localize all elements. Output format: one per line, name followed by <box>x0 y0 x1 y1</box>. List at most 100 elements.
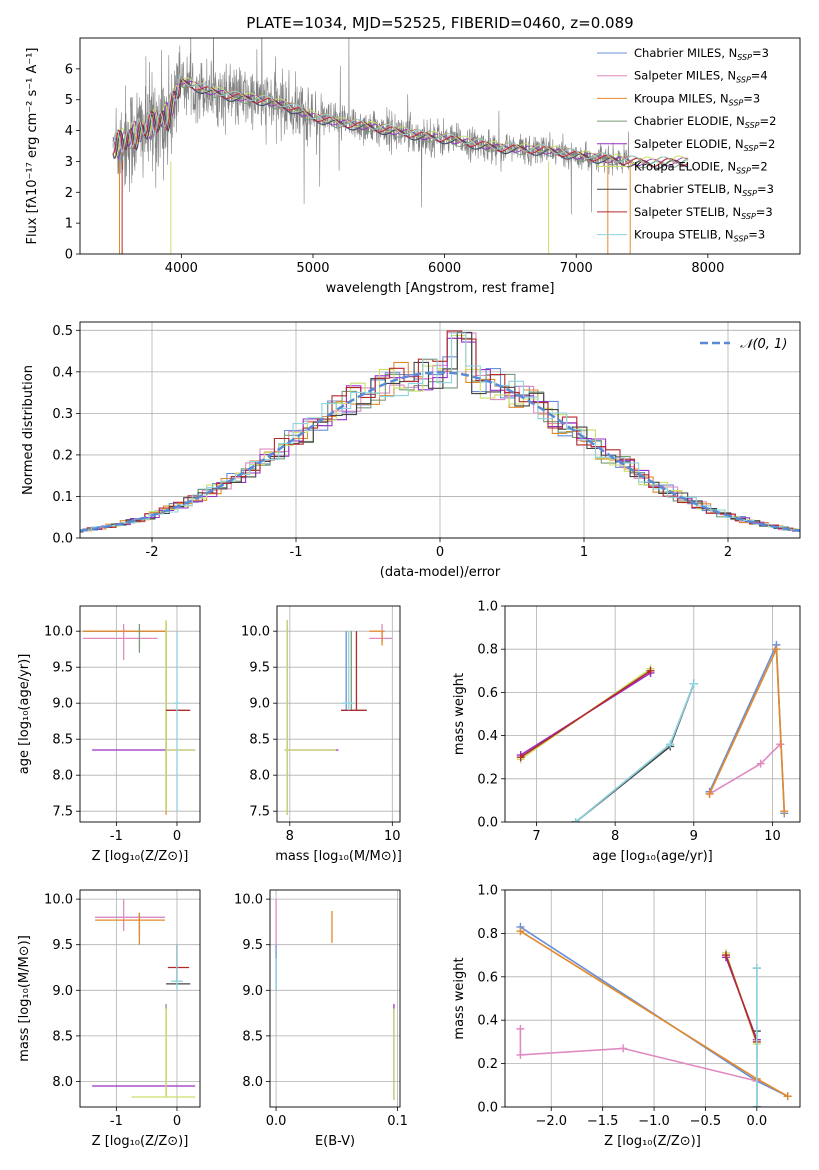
y-tick-label: 0.3 <box>52 407 73 422</box>
y-tick-label: 9.0 <box>249 697 270 712</box>
legend-sub: SSP <box>744 144 759 153</box>
model-spectrum-8 <box>112 73 689 165</box>
y-axis-label: Normed distribution <box>21 365 36 495</box>
weight-line <box>575 683 695 822</box>
x-tick-label: 0.0 <box>266 1114 287 1129</box>
model-spectrum-7 <box>112 76 689 168</box>
spectrum-legend: Chabrier MILES, NSSP=3 Salpeter MILES, NS… <box>597 46 776 244</box>
y-tick-label: 0.2 <box>477 772 498 787</box>
y-tick-label: 8.0 <box>52 769 73 784</box>
y-tick-label: 8.5 <box>52 733 73 748</box>
x-tick-label: 0.1 <box>387 1114 408 1129</box>
x-axis-label: Z [log₁₀(Z/Z⊙)] <box>604 1134 701 1149</box>
legend-label: Salpeter MILES, NSSP=4 <box>634 69 768 85</box>
x-axis-label: Z [log₁₀(Z/Z⊙)] <box>92 849 189 864</box>
plot-frame <box>504 889 801 1108</box>
x-tick-label: -1 <box>110 1114 123 1129</box>
y-tick-label: 0.0 <box>52 532 73 547</box>
plot-frame <box>79 889 201 1108</box>
y-tick-label: 0.0 <box>477 1101 498 1116</box>
legend-sub: SSP <box>737 53 752 62</box>
x-axis-label: mass [log₁₀(M/M⊙)] <box>275 849 402 864</box>
legend-suffix: =3 <box>757 182 774 196</box>
plus-marker <box>689 679 698 688</box>
legend-sub: SSP <box>741 212 756 221</box>
x-tick-label: 0.0 <box>746 1114 767 1129</box>
y-tick-label: 7.5 <box>249 805 270 820</box>
y-tick-label: 1.0 <box>477 884 498 899</box>
y-tick-label: 10.0 <box>241 625 270 640</box>
mass-vs-Z-axes: -1 0 8.0 8.5 9.0 9.5 10.0 Z [log₁₀(Z/Z⊙)] mass [… <box>17 889 201 1149</box>
legend-label: 𝒩(0, 1) <box>740 337 787 352</box>
x-tick-label: 1 <box>580 545 588 560</box>
legend-sub: SSP <box>736 167 751 176</box>
plot-frame <box>269 889 401 1108</box>
y-tick-label: 0.8 <box>477 643 498 658</box>
y-tick-label: 0.1 <box>52 490 73 505</box>
x-axis-label: Z [log₁₀(Z/Z⊙)] <box>92 1134 189 1149</box>
y-tick-label: 8.5 <box>242 1029 263 1044</box>
x-axis-label: E(B-V) <box>315 1134 355 1149</box>
weight-vs-Z-axes: −2.0 −1.5 −1.0 −0.5 0.0 0.0 0.2 0.4 0.6 0.8 1.0 Z [… <box>452 884 801 1149</box>
x-tick-label: 2 <box>724 545 732 560</box>
y-axis-label: mass weight <box>452 957 467 1039</box>
x-tick-label: −1.0 <box>638 1114 670 1129</box>
legend-sub: SSP <box>745 121 760 130</box>
x-tick-label: 7 <box>532 829 540 844</box>
plus-marker <box>666 740 675 749</box>
age-vs-Z-points <box>83 620 196 815</box>
y-tick-label: 8.5 <box>52 1029 73 1044</box>
y-tick-label: 10.0 <box>44 893 73 908</box>
plus-marker <box>516 753 525 762</box>
legend-suffix: =3 <box>743 91 760 105</box>
plot-frame <box>79 605 201 823</box>
legend-suffix: =2 <box>758 137 775 151</box>
legend-sub: SSP <box>742 189 757 198</box>
y-axis-label: age [log₁₀(age/yr)] <box>17 654 32 775</box>
legend-label: Chabrier MILES, NSSP=3 <box>634 46 769 62</box>
x-tick-label: 0 <box>173 829 181 844</box>
weight-vs-age-axes: 7 8 9 10 0.0 0.2 0.4 0.6 0.8 1.0 age [log₁₀(age/yr… <box>452 600 801 864</box>
y-tick-label: 0.2 <box>477 1057 498 1072</box>
y-axis-label: Flux [fλ10⁻¹⁷ erg cm⁻² s⁻¹ A⁻¹] <box>25 48 40 245</box>
age-vs-mass-points <box>284 620 393 815</box>
weight-vs-Z-series <box>516 922 792 1107</box>
y-tick-label: 0.4 <box>477 729 498 744</box>
x-axis-label: age [log₁₀(age/yr)] <box>592 849 713 864</box>
plus-marker <box>571 818 580 822</box>
legend-suffix: =3 <box>756 205 773 219</box>
plot-frame <box>504 605 801 823</box>
legend-label: Kroupa MILES, NSSP=3 <box>634 91 760 107</box>
y-tick-label: 10.0 <box>234 893 263 908</box>
legend-sub: SSP <box>729 98 744 107</box>
plot-frame <box>79 37 801 255</box>
legend-label: Chabrier ELODIE, NSSP=2 <box>634 114 776 130</box>
y-tick-label: 0.8 <box>477 927 498 942</box>
y-axis-label: mass [log₁₀(M/M⊙)] <box>17 935 32 1062</box>
residual-histogram-7 <box>80 330 800 531</box>
x-tick-label: 4000 <box>165 261 198 276</box>
x-tick-label: −1.5 <box>587 1114 619 1129</box>
plus-marker <box>516 1050 525 1059</box>
y-axis-label: mass weight <box>452 673 467 755</box>
y-tick-label: 0.4 <box>477 1014 498 1029</box>
y-tick-label: 0.5 <box>52 324 73 339</box>
observed-spectrum <box>115 38 629 215</box>
legend-label: Chabrier STELIB, NSSP=3 <box>634 182 774 198</box>
y-tick-label: 8.0 <box>242 1075 263 1090</box>
y-tick-label: 5 <box>65 93 73 108</box>
legend-label: Kroupa STELIB, NSSP=3 <box>634 228 765 244</box>
weight-line <box>520 670 651 758</box>
y-tick-label: 2 <box>65 186 73 201</box>
y-tick-label: 9.0 <box>242 984 263 999</box>
x-axis-label: wavelength [Angstrom, rest frame] <box>326 281 555 296</box>
legend-suffix: =2 <box>751 160 768 174</box>
plot-frame <box>276 605 401 823</box>
plus-marker <box>783 1092 792 1101</box>
weight-line <box>575 683 695 822</box>
plus-marker <box>516 1024 525 1033</box>
x-tick-label: 0 <box>173 1114 181 1129</box>
y-tick-label: 6 <box>65 62 73 77</box>
legend-label: Kroupa ELODIE, NSSP=2 <box>634 160 768 176</box>
